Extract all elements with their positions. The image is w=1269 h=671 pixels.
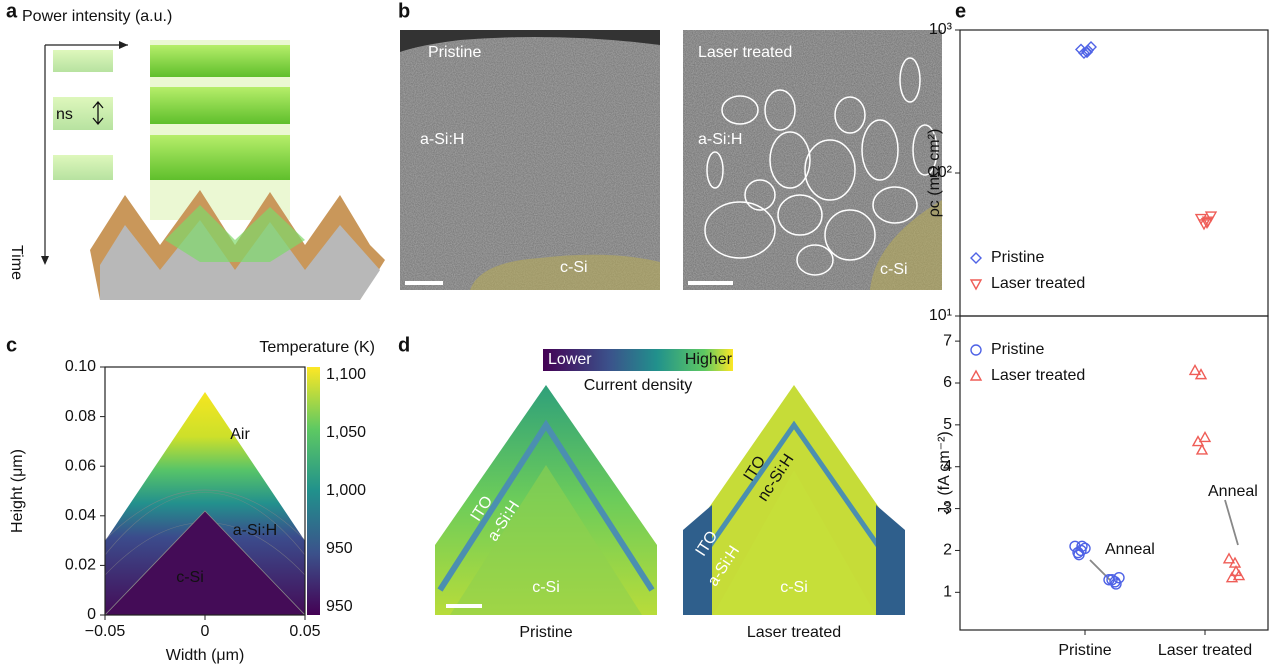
- map-caption: Pristine: [519, 624, 572, 641]
- y-axis-label: J₀ (fA cm⁻²): [936, 431, 953, 515]
- layer-label: c-Si: [532, 579, 560, 596]
- marker: [970, 344, 982, 356]
- layer-label: c-Si: [560, 259, 588, 276]
- y-tick-label: 1: [943, 584, 952, 601]
- annotation: Anneal: [1105, 541, 1155, 558]
- anneal-arrow: [1089, 499, 1239, 581]
- layer-label: c-Si: [780, 579, 808, 596]
- marker: [1229, 564, 1243, 577]
- marker: [969, 369, 983, 381]
- x-axis-label: Width (μm): [166, 647, 245, 664]
- annotation: c-Si: [176, 569, 204, 586]
- y-tick-label: 10³: [929, 21, 953, 38]
- y-axis-label: Height (μm): [9, 449, 26, 533]
- layer-label: c-Si: [880, 261, 908, 278]
- y-tick-label: 4: [943, 458, 952, 475]
- marker: [1110, 578, 1122, 590]
- annotation: a-Si:H: [233, 522, 277, 539]
- colorbar: [307, 367, 320, 615]
- colorbar-high: Higher: [685, 351, 733, 368]
- x-tick-label: Laser treated: [1158, 642, 1252, 659]
- legend-label: Pristine: [991, 341, 1044, 358]
- marker: [969, 279, 983, 291]
- marker: [1195, 443, 1209, 455]
- panel-label: b: [398, 0, 410, 22]
- legend-label: Laser treated: [991, 275, 1085, 292]
- panel-label: c: [6, 334, 17, 356]
- legend-label: Pristine: [991, 249, 1044, 266]
- marker: [1194, 368, 1208, 380]
- legend-label: Laser treated: [991, 367, 1085, 384]
- colorbar-tick-label: 1,050: [326, 424, 366, 441]
- colorbar-tick-label: 1,000: [326, 482, 366, 499]
- y-tick-label: 3: [943, 500, 952, 517]
- y-tick-label: 0.02: [65, 557, 96, 574]
- x-tick-label: 0.05: [289, 623, 320, 640]
- y-tick-label: 0.08: [65, 408, 96, 425]
- marker: [970, 252, 982, 264]
- marker: [1191, 435, 1205, 447]
- y-tick-label: 0.06: [65, 457, 96, 474]
- x-tick-label: Pristine: [1058, 642, 1111, 659]
- colorbar-tick-label: 950: [326, 598, 353, 615]
- marker: [1078, 47, 1090, 60]
- marker: [1222, 552, 1236, 564]
- time-label: Time: [8, 245, 25, 280]
- y-tick-label: 6: [943, 374, 952, 391]
- y-tick-label: 0.04: [65, 507, 96, 524]
- annotation: Air: [230, 426, 250, 443]
- panel-b-images: [400, 30, 942, 290]
- y-tick-label: 0: [87, 606, 96, 623]
- map-caption: Laser treated: [747, 624, 841, 641]
- y-tick-label: 2: [943, 542, 952, 559]
- y-tick-label: 0.10: [65, 358, 96, 375]
- image-title: Pristine: [428, 44, 481, 61]
- colorbar-tick-label: 1,100: [326, 366, 366, 383]
- heatmap: [105, 367, 305, 615]
- y-tick-label: 10²: [929, 164, 953, 181]
- marker: [1225, 571, 1239, 583]
- marker: [1198, 430, 1212, 443]
- marker: [1188, 363, 1202, 376]
- panel-label: a: [6, 0, 18, 22]
- panel-label: e: [955, 0, 966, 22]
- marker: [1113, 571, 1125, 584]
- plot-frame: [959, 29, 1269, 317]
- marker: [1106, 574, 1118, 586]
- pulse-label: ns: [56, 106, 73, 123]
- axis-label: Power intensity (a.u.): [22, 8, 172, 25]
- layer-label: a-Si:H: [698, 131, 742, 148]
- layer-label: a-Si:H: [420, 131, 464, 148]
- y-axis-label: ρc (mΩ cm²): [926, 129, 943, 218]
- x-tick-label: 0: [201, 623, 210, 640]
- image-title: Laser treated: [698, 44, 792, 61]
- y-tick-label: 10¹: [929, 307, 952, 324]
- colorbar-tick-label: 950: [326, 540, 353, 557]
- panel-d-maps: [435, 349, 905, 615]
- panel-label: d: [398, 334, 410, 356]
- colorbar-low: Lower: [548, 351, 592, 368]
- x-tick-label: −0.05: [85, 623, 126, 640]
- colorbar-title: Current density: [584, 377, 693, 394]
- plot-frame: [959, 315, 1269, 631]
- panel-a-diagram: [41, 40, 385, 300]
- y-tick-label: 7: [943, 332, 952, 349]
- annotation: Anneal: [1208, 483, 1258, 500]
- y-tick-label: 5: [943, 416, 952, 433]
- colorbar-title: Temperature (K): [259, 339, 375, 356]
- marker: [1073, 548, 1085, 561]
- marker: [1082, 44, 1094, 57]
- marker: [1201, 216, 1215, 228]
